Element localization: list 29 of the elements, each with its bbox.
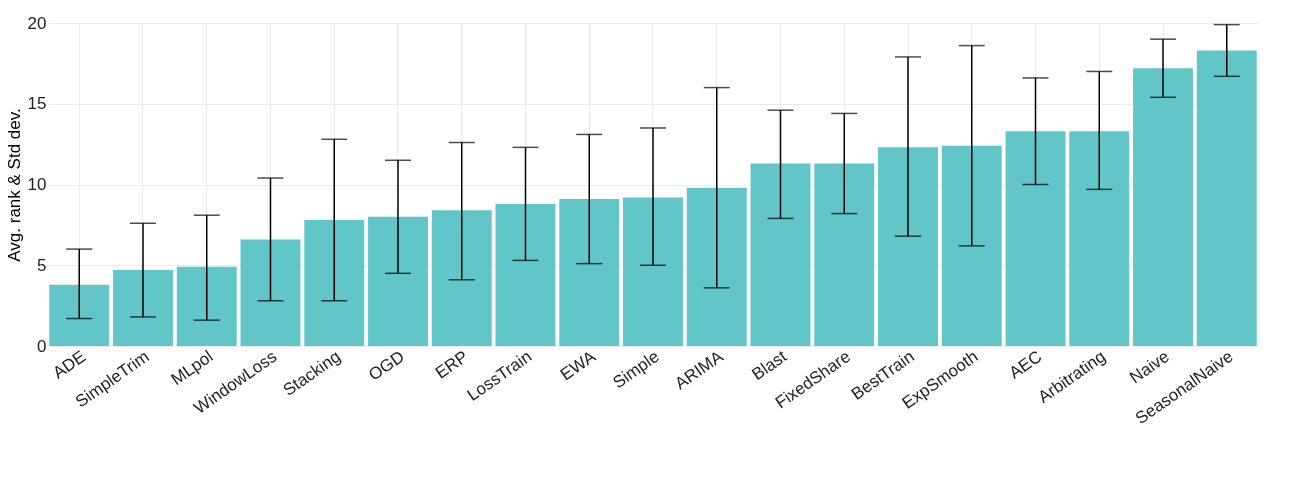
y-tick-label: 20 <box>27 13 47 33</box>
bar <box>495 203 556 346</box>
bar <box>240 239 301 346</box>
bar <box>176 266 237 346</box>
y-axis-title: Avg. rank & Std dev. <box>4 108 24 262</box>
y-tick-label: 15 <box>27 94 47 114</box>
bar <box>559 199 620 346</box>
bar <box>686 187 747 346</box>
bar <box>750 163 811 346</box>
y-tick-label: 0 <box>37 336 47 356</box>
bar <box>1133 68 1193 346</box>
bar <box>623 197 683 346</box>
bar <box>1069 131 1130 346</box>
x-tick-label: OGD <box>365 346 408 385</box>
x-tick-label: EWA <box>556 346 600 385</box>
bar <box>1196 50 1257 346</box>
bar <box>941 145 1002 346</box>
bar <box>304 220 365 346</box>
y-tick-label: 5 <box>37 255 47 275</box>
x-tick-label: ERP <box>431 346 472 383</box>
y-tick-label: 10 <box>27 175 47 194</box>
bar <box>1005 131 1066 346</box>
bar <box>368 216 428 346</box>
bar <box>431 210 492 346</box>
bar <box>113 270 173 346</box>
bar <box>814 163 875 346</box>
bar <box>878 147 938 346</box>
x-tick-label: AEC <box>1005 346 1046 383</box>
bar <box>49 284 110 346</box>
